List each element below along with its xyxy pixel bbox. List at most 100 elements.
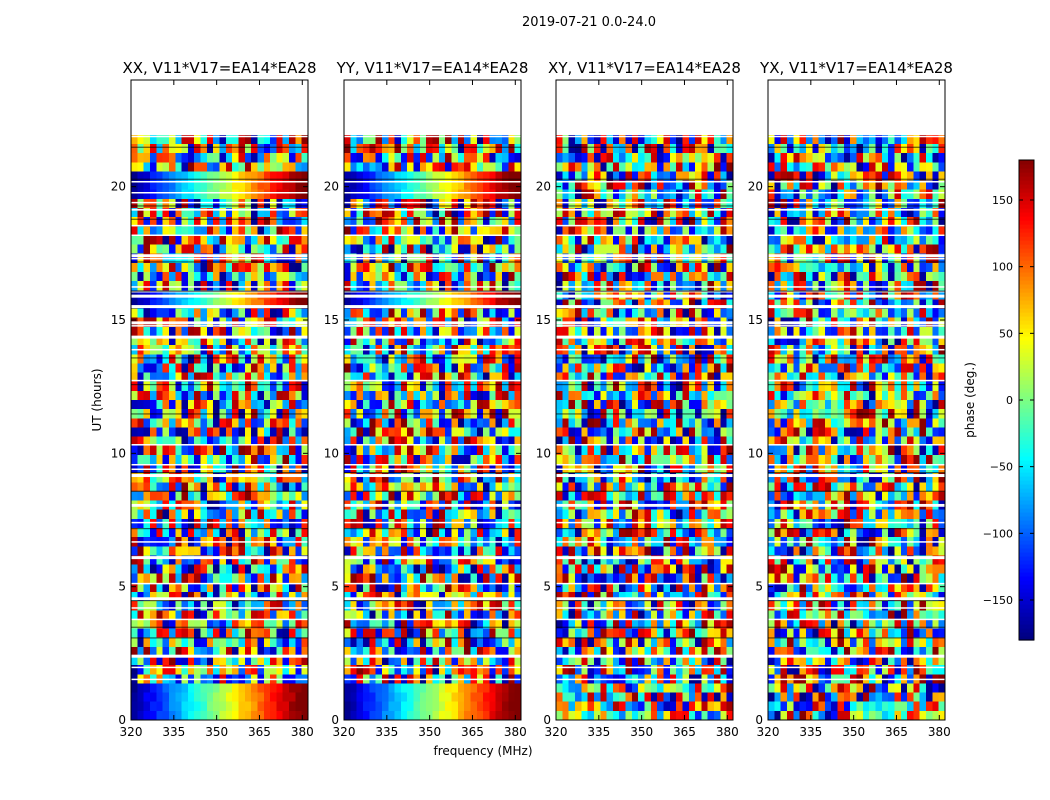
scan-boundary: [131, 490, 308, 492]
colorbar-segment: [1019, 436, 1034, 441]
phase-heatmap-xx: [131, 80, 308, 720]
flagged-row: [131, 464, 308, 466]
scan-boundary: [556, 146, 733, 148]
flagged-row: [344, 607, 521, 609]
scan-boundary: [768, 528, 945, 530]
colorbar-segment: [1019, 364, 1034, 369]
scan-boundary: [344, 626, 521, 628]
scan-boundary: [344, 218, 521, 220]
scan-boundary: [131, 146, 308, 148]
panel-xx: XX, V11*V17=EA14*EA28 320 335 350 365 380 0 5 10…: [111, 59, 317, 739]
colorbar-segment: [1019, 184, 1034, 189]
flagged-row: [556, 505, 733, 507]
colorbar-segment: [1019, 608, 1034, 613]
flagged-row: [131, 201, 308, 204]
colorbar-segment: [1019, 192, 1034, 197]
x-tick-label: 320: [333, 725, 356, 739]
flagged-row: [344, 181, 521, 183]
x-tick-label: 320: [757, 725, 780, 739]
flagged-row: [768, 335, 945, 339]
scan-boundary: [344, 205, 521, 207]
scan-boundary: [768, 490, 945, 492]
x-tick-label: 335: [162, 725, 185, 739]
scan-boundary: [344, 384, 521, 386]
colorbar-segment: [1019, 208, 1034, 213]
colorbar-segment: [1019, 360, 1034, 365]
flagged-row: [131, 607, 308, 609]
colorbar-segment: [1019, 248, 1034, 253]
colorbar-segment: [1019, 636, 1034, 641]
scan-boundary: [131, 384, 308, 386]
flagged-row: [344, 254, 521, 258]
flagged-row: [344, 286, 521, 288]
colorbar-segment: [1019, 368, 1034, 373]
colorbar-segment: [1019, 288, 1034, 293]
colorbar-segment: [1019, 556, 1034, 561]
x-axis-label: frequency (MHz): [433, 744, 532, 758]
colorbar-segment: [1019, 484, 1034, 489]
scan-boundary: [556, 600, 733, 602]
flagged-row: [344, 192, 521, 194]
colorbar-segment: [1019, 620, 1034, 625]
flagged-row: [344, 321, 521, 325]
colorbar-segment: [1019, 448, 1034, 453]
flagged-row: [131, 474, 308, 478]
flagged-row: [131, 597, 308, 601]
flagged-row: [556, 541, 733, 543]
flagged-row: [768, 521, 945, 524]
colorbar-segment: [1019, 452, 1034, 457]
scan-boundary: [556, 357, 733, 359]
flagged-row: [131, 181, 308, 183]
colorbar-segment: [1019, 552, 1034, 557]
scan-boundary: [131, 290, 308, 292]
colorbar-label: phase (deg.): [963, 362, 977, 438]
flagged-row: [344, 379, 521, 382]
panel-title: XY, V11*V17=EA14*EA28: [548, 59, 741, 77]
colorbar-segment: [1019, 224, 1034, 229]
colorbar-segment: [1019, 560, 1034, 565]
scan-boundary: [768, 357, 945, 359]
flagged-row: [131, 224, 308, 227]
scan-boundary: [344, 528, 521, 530]
colorbar-segment: [1019, 616, 1034, 621]
flagged-row: [768, 234, 945, 237]
colorbar-segment: [1019, 592, 1034, 597]
flagged-row: [131, 597, 308, 599]
flagged-row: [344, 209, 521, 211]
flagged-row: [768, 209, 945, 211]
flagged-row: [131, 254, 308, 258]
scan-boundary: [556, 626, 733, 628]
flagged-row: [131, 294, 308, 298]
flagged-row: [556, 254, 733, 258]
flagged-row: [768, 135, 945, 138]
scan-boundary: [131, 218, 308, 220]
scan-boundary: [344, 290, 521, 292]
flagged-row: [768, 654, 945, 658]
colorbar-segment: [1019, 188, 1034, 193]
flagged-row: [131, 678, 308, 681]
flagged-row: [556, 582, 733, 585]
colorbar-segment: [1019, 372, 1034, 377]
panel-yx: YX, V11*V17=EA14*EA28 320 335 350 365 380 0 5 10…: [748, 59, 953, 739]
colorbar-segment: [1019, 280, 1034, 285]
colorbar-segment: [1019, 488, 1034, 493]
colorbar-segment: [1019, 428, 1034, 433]
flagged-row: [768, 181, 945, 183]
panel-title: XX, V11*V17=EA14*EA28: [122, 59, 316, 77]
x-tick-label: 365: [885, 725, 908, 739]
scan-boundary: [344, 490, 521, 492]
x-tick-label: 350: [205, 725, 228, 739]
y-tick-label: 10: [111, 446, 126, 460]
colorbar-segment: [1019, 420, 1034, 425]
colorbar-segment: [1019, 200, 1034, 205]
y-tick-label: 20: [111, 180, 126, 194]
scan-boundary: [131, 600, 308, 602]
flagged-row: [768, 505, 945, 507]
x-tick-label: 380: [291, 725, 314, 739]
flagged-row: [344, 348, 521, 351]
scan-boundary: [131, 178, 308, 180]
colorbar-segment: [1019, 352, 1034, 357]
colorbar-tick-label: −150: [983, 594, 1013, 607]
flagged-row: [556, 521, 733, 524]
